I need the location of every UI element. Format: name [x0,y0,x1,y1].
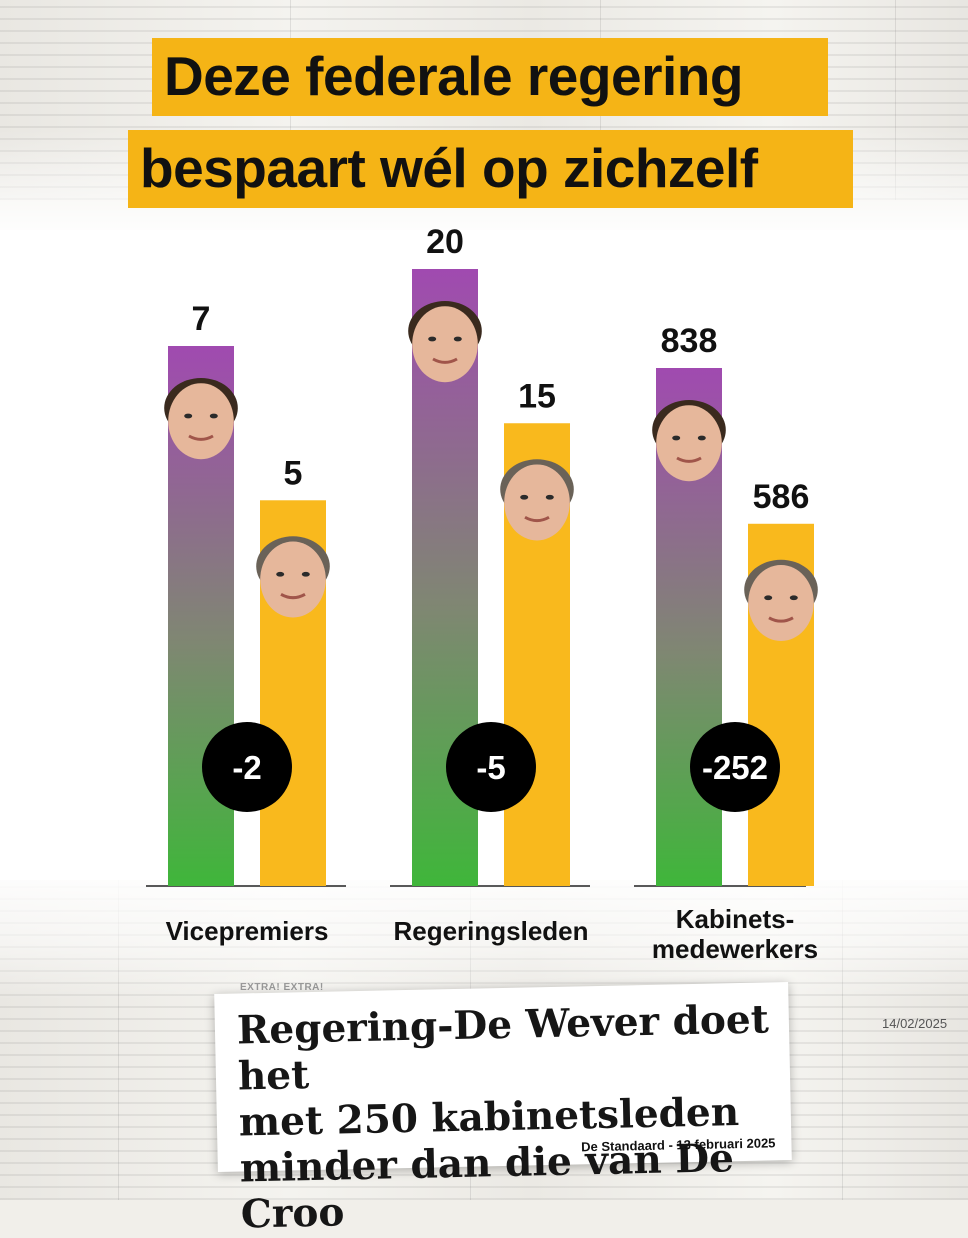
alexander-de-croo-portrait [164,378,238,460]
bart-de-wever-portrait [744,559,818,641]
category-label: Vicepremiers [166,916,329,946]
eye-shape [764,595,773,601]
eye-shape [672,435,681,441]
title-line-2: bespaart wél op zichzelf [128,130,853,208]
eye-shape [789,595,798,601]
face-shape [260,541,326,618]
difference-badge [446,722,536,812]
face-shape [504,464,570,541]
mouth-shape [280,592,306,600]
title-line-1: Deze federale regering [152,38,828,116]
alexander-de-croo-portrait [652,400,726,482]
value-label: 7 [192,300,211,338]
eye-shape [428,336,437,342]
difference-label: -252 [702,749,768,786]
eye-shape [276,571,285,577]
category-label: Kabinets- [676,904,794,934]
value-label: 20 [426,223,464,261]
difference-label: -5 [476,749,505,786]
mouth-shape [676,456,702,463]
face-shape [748,564,814,641]
bar-chart: 7 5 -2 Vicepremiers 20 15 -5 Regeringsleden 838 5… [146,223,818,964]
headline-text: Regering-De Wever doet het met 250 kabin… [236,996,770,1238]
eye-shape [209,413,218,419]
headline-overline: EXTRA! EXTRA! [240,982,324,993]
face-shape [412,306,478,383]
publication-date: 14/02/2025 [882,1016,948,1031]
face-shape [168,383,234,460]
difference-label: -2 [232,749,261,786]
column-rule [118,880,119,1200]
difference-badge [202,722,292,812]
value-label: 15 [518,377,556,415]
value-label: 586 [753,478,810,516]
eye-shape [545,494,554,500]
column-rule [895,0,896,200]
eye-shape [301,571,310,577]
bart-de-wever-portrait [500,459,574,541]
value-label: 5 [284,454,303,492]
eye-shape [520,494,529,500]
difference-badge [690,722,780,812]
face-shape [656,405,722,482]
mouth-shape [432,357,458,364]
mouth-shape [768,616,794,623]
eye-shape [697,435,706,441]
category-label: Regeringsleden [393,916,588,946]
eye-shape [453,336,462,342]
eye-shape [184,413,193,419]
mouth-shape [524,515,550,523]
column-rule [842,880,843,1200]
mouth-shape [188,434,214,441]
alexander-de-croo-portrait [408,301,482,383]
category-label: medewerkers [652,934,818,964]
value-label: 838 [661,322,718,360]
newspaper-headline-card: Regering-De Wever doet het met 250 kabin… [214,982,792,1238]
bart-de-wever-portrait [256,536,330,618]
